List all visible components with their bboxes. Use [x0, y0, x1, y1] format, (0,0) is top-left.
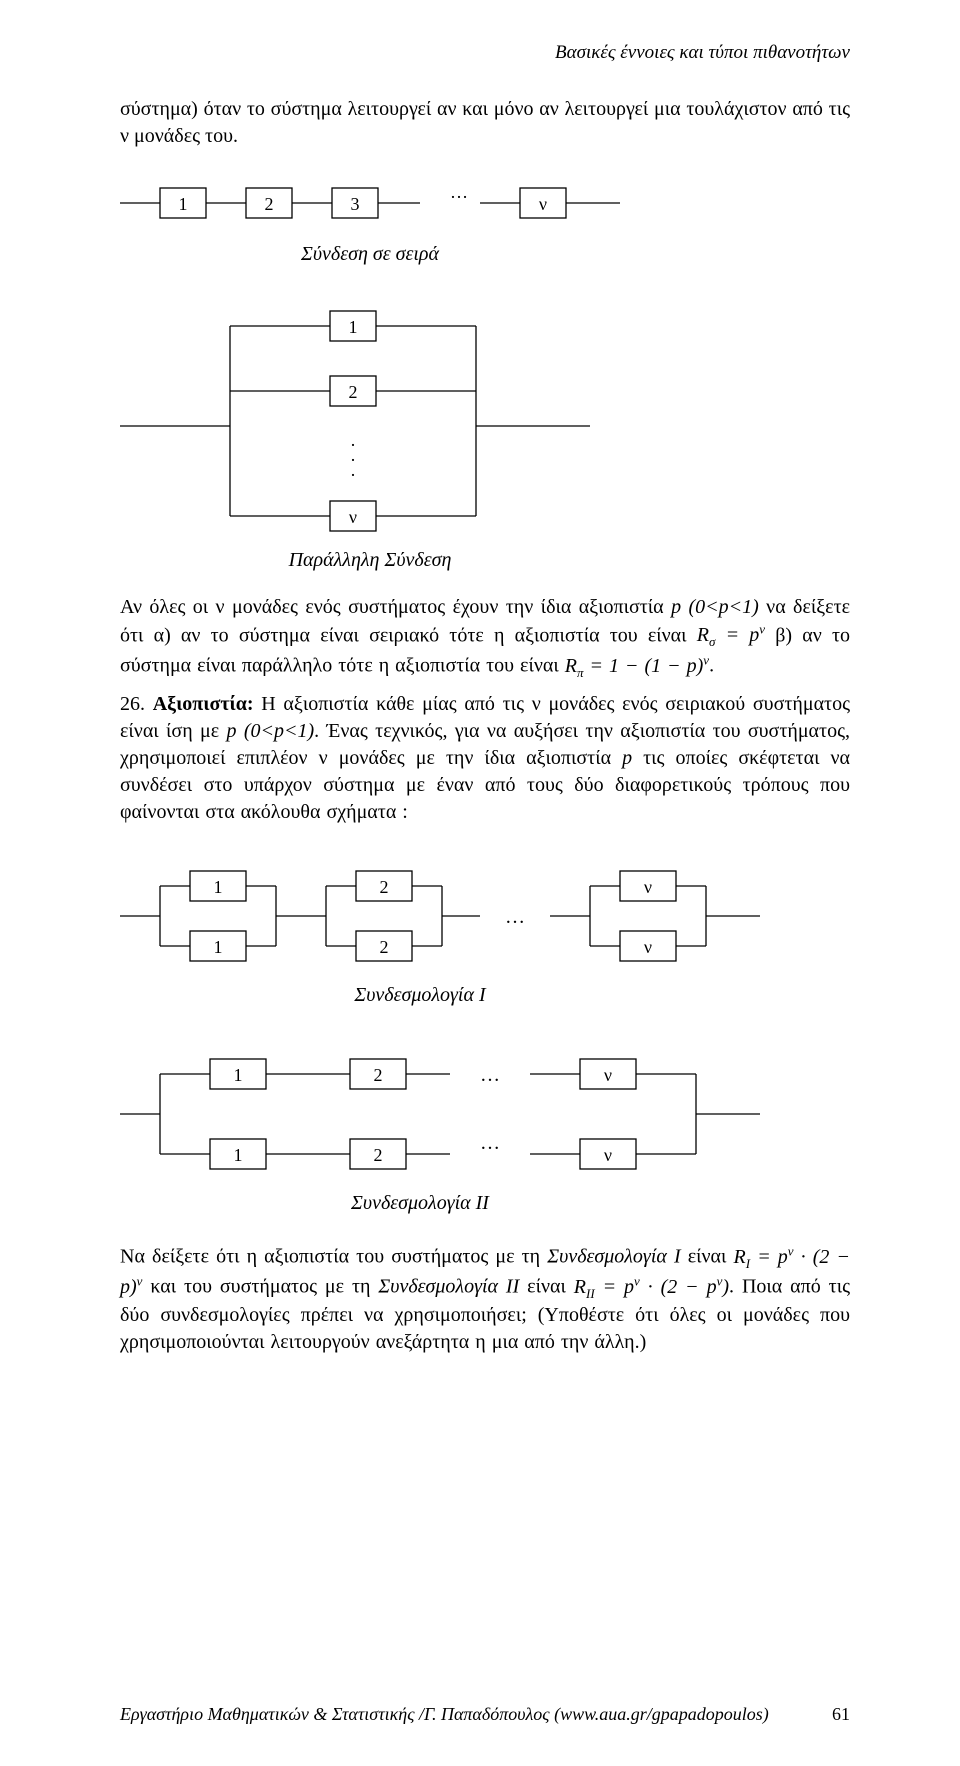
text-frag: είναι [681, 1246, 734, 1268]
ellipsis: … [450, 182, 468, 202]
topology-1-name: Συνδεσμολογία Ι [547, 1246, 680, 1268]
formula-rii: RII = pν · (2 − pν) [574, 1276, 729, 1298]
intro-paragraph: σύστημα) όταν το σύστημα λειτουργεί αν κ… [120, 96, 850, 150]
formula-rsigma: Rσ = pν [697, 624, 765, 646]
prob-range-2: p (0<p<1) [226, 720, 314, 742]
text-frag: Να δείξετε ότι η αξιοπιστία του συστήματ… [120, 1246, 547, 1268]
t1-nb: ν [644, 937, 652, 957]
t2-2a: 2 [374, 1065, 383, 1085]
box-label-1: 1 [179, 194, 188, 214]
t2-1b: 1 [234, 1145, 243, 1165]
par-label-2: 2 [349, 382, 358, 402]
p-italic: p [622, 747, 632, 769]
parallel-diagram: 1 2 ν . . . Παράλληλη Σύνδεση [120, 296, 850, 576]
t1-1b: 1 [214, 937, 223, 957]
box-label-nu: ν [539, 194, 547, 214]
formula-rpi: Rπ = 1 − (1 − p)ν [565, 655, 709, 677]
page-header-right: Βασικές έννοιες και τύποι πιθανοτήτων [120, 40, 850, 66]
t1-na: ν [644, 877, 652, 897]
text-frag: είναι [519, 1276, 574, 1298]
footer-page-number: 61 [832, 1702, 850, 1726]
page-footer: Εργαστήριο Μαθηματικών & Στατιστικής /Γ.… [120, 1702, 850, 1726]
t2-ellipsis-bot: … [480, 1132, 500, 1154]
t2-nb: ν [604, 1145, 612, 1165]
box-label-3: 3 [351, 194, 360, 214]
t2-2b: 2 [374, 1145, 383, 1165]
t1-1a: 1 [214, 877, 223, 897]
text-frag: και του συστήματος με τη [142, 1276, 378, 1298]
text-frag: Αν όλες οι ν μονάδες ενός συστήματος έχο… [120, 596, 671, 618]
par-label-nu: ν [349, 507, 357, 527]
par-vdot3: . [351, 460, 356, 480]
topology1-caption: Συνδεσμολογία Ι [353, 984, 487, 1006]
t1-ellipsis: … [505, 906, 525, 928]
t2-ellipsis-top: … [480, 1064, 500, 1086]
problem-number: 26. Αξιοπιστία: [120, 693, 254, 715]
main-paragraph-1: Αν όλες οι ν μονάδες ενός συστήματος έχο… [120, 594, 850, 681]
conclusion-paragraph: Να δείξετε ότι η αξιοπιστία του συστήματ… [120, 1242, 850, 1356]
topology-2-name: Συνδεσμολογία ΙΙ [378, 1276, 519, 1298]
topology-2-diagram: 1 2 ν 1 2 ν … … Συνδεσμολογία ΙΙ [120, 1034, 850, 1224]
footer-left: Εργαστήριο Μαθηματικών & Στατιστικής /Γ.… [120, 1702, 769, 1726]
t2-1a: 1 [234, 1065, 243, 1085]
topology2-caption: Συνδεσμολογία ΙΙ [350, 1192, 490, 1214]
topology-1-diagram: 1 1 2 2 ν ν … Συνδεσμολογία Ι [120, 846, 850, 1016]
series-diagram: … 1 2 3 ν Σύνδεση σε σειρά [120, 168, 850, 278]
problem-26: 26. Αξιοπιστία: Η αξιοπιστία κάθε μίας α… [120, 691, 850, 826]
t2-na: ν [604, 1065, 612, 1085]
parallel-caption: Παράλληλη Σύνδεση [288, 549, 452, 571]
prob-range: p (0<p<1) [671, 596, 759, 618]
t1-2b: 2 [380, 937, 389, 957]
box-label-2: 2 [265, 194, 274, 214]
par-label-1: 1 [349, 317, 358, 337]
series-caption: Σύνδεση σε σειρά [300, 243, 440, 265]
t1-2a: 2 [380, 877, 389, 897]
